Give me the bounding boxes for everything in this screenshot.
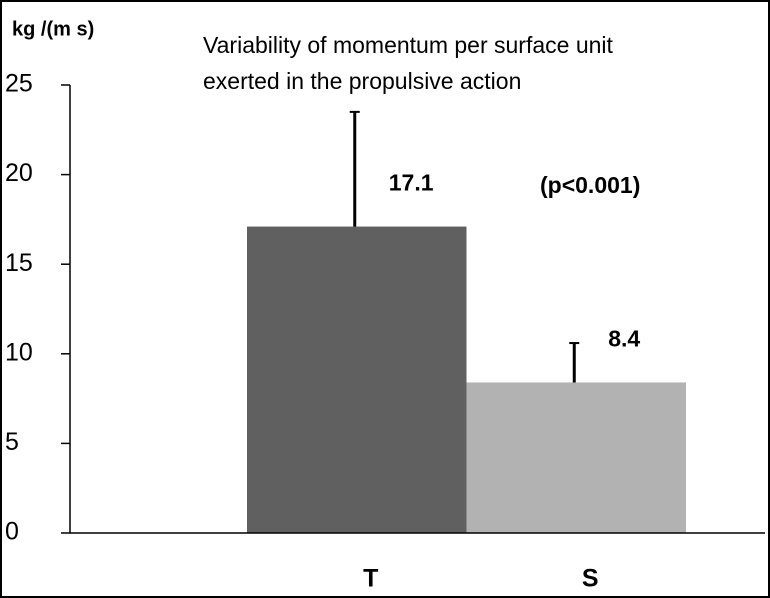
chart-title: exerted in the propulsive action [203, 68, 521, 94]
y-tick-label: 20 [5, 159, 33, 187]
x-tick-label: S [582, 565, 599, 593]
y-tick-label: 15 [5, 249, 33, 277]
value-label: 17.1 [389, 170, 434, 196]
bar [247, 226, 467, 533]
annotation: (p<0.001) [540, 172, 640, 198]
bar [466, 382, 686, 533]
y-axis-label: kg /(m s) [12, 18, 94, 40]
y-tick-label: 25 [5, 70, 33, 98]
y-tick-label: 5 [5, 428, 19, 456]
y-tick-label: 0 [5, 518, 19, 546]
x-tick-label: T [363, 565, 378, 593]
y-tick-label: 10 [5, 338, 33, 366]
chart-title: Variability of momentum per surface unit [203, 32, 614, 58]
value-label: 8.4 [608, 326, 640, 352]
